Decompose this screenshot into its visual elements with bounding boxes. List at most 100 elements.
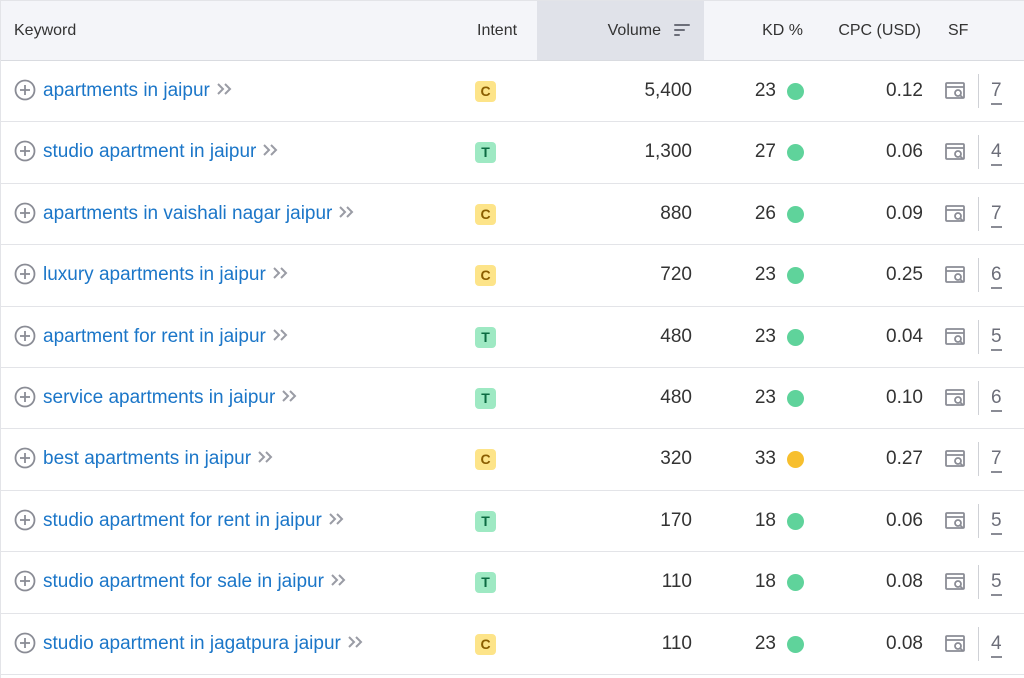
add-to-list-icon[interactable] (14, 202, 36, 224)
serp-features-icon[interactable] (945, 142, 967, 162)
keyword-text[interactable]: apartments in jaipur (43, 80, 210, 101)
table-row: studio apartment for rent in jaipur T 170 1… (1, 491, 1024, 553)
column-divider (978, 135, 979, 170)
keyword-text[interactable]: apartments in vaishali nagar jaipur (43, 202, 333, 224)
keyword-text[interactable]: studio apartment for rent in jaipur (43, 509, 322, 531)
column-header-sf[interactable]: SF (948, 22, 969, 39)
cpc-value: 0.12 (886, 80, 923, 101)
serp-features-count-text[interactable]: 5 (991, 325, 1002, 351)
table-body: apartments in jaipur C 5,400 23 0.12 7 studio … (1, 61, 1024, 675)
add-to-list-icon[interactable] (14, 79, 36, 101)
serp-features-count-text[interactable]: 7 (991, 448, 1002, 474)
table-row: studio apartment in jagatpura jaipur C 110… (1, 614, 1024, 675)
serp-features-count[interactable]: 5 (991, 307, 1002, 367)
keyword-text[interactable]: studio apartment in jagatpura jaipur (43, 632, 341, 654)
serp-features-icon[interactable] (945, 449, 967, 469)
serp-features-icon[interactable] (945, 327, 967, 347)
column-header-cpc[interactable]: CPC (USD) (838, 22, 921, 39)
double-chevron-right-icon[interactable] (281, 389, 299, 403)
column-header-volume[interactable]: Volume (607, 22, 661, 39)
double-chevron-right-icon[interactable] (272, 328, 290, 342)
keyword-link[interactable]: studio apartment in jaipur (43, 122, 280, 182)
column-header-keyword[interactable]: Keyword (14, 22, 77, 39)
kd-value: 23 (754, 325, 776, 347)
keyword-link[interactable]: best apartments in jaipur (43, 429, 275, 489)
add-to-list-icon[interactable] (14, 325, 36, 347)
serp-features-count-text[interactable]: 4 (991, 632, 1002, 658)
double-chevron-right-icon[interactable] (328, 512, 346, 526)
column-header-kd[interactable]: KD % (762, 22, 803, 39)
keyword-link[interactable]: apartments in jaipur (43, 61, 234, 121)
keyword-link[interactable]: apartments in vaishali nagar jaipur (43, 184, 356, 244)
serp-features-icon[interactable] (945, 572, 967, 592)
double-chevron-right-icon[interactable] (216, 82, 234, 96)
volume-value: 170 (660, 509, 692, 531)
keyword-link[interactable]: luxury apartments in jaipur (43, 245, 290, 305)
keyword-text[interactable]: best apartments in jaipur (43, 448, 252, 470)
serp-features-icon[interactable] (945, 204, 967, 224)
keyword-text[interactable]: studio apartment in jaipur (43, 141, 257, 163)
kd-difficulty-dot (787, 512, 804, 530)
table-row: apartments in jaipur C 5,400 23 0.12 7 (1, 61, 1024, 123)
cpc-value: 0.25 (886, 264, 923, 286)
keyword-link[interactable]: studio apartment for sale in jaipur (43, 552, 348, 612)
kd-difficulty-dot (787, 574, 804, 592)
serp-features-count[interactable]: 6 (991, 368, 1002, 428)
keyword-text[interactable]: service apartments in jaipur (43, 386, 276, 408)
serp-features-count[interactable]: 5 (991, 552, 1002, 612)
double-chevron-right-icon[interactable] (272, 266, 290, 280)
serp-features-count[interactable]: 4 (991, 614, 1002, 674)
serp-features-count[interactable]: 5 (991, 491, 1002, 551)
serp-features-count[interactable]: 7 (991, 429, 1002, 489)
intent-badge: T (475, 142, 496, 164)
keyword-link[interactable]: service apartments in jaipur (43, 368, 299, 428)
double-chevron-right-icon[interactable] (330, 573, 348, 587)
keyword-link[interactable]: studio apartment for rent in jaipur (43, 491, 346, 551)
serp-features-count-text[interactable]: 6 (991, 264, 1002, 290)
add-to-list-icon[interactable] (14, 632, 36, 654)
keyword-text[interactable]: apartment for rent in jaipur (43, 325, 266, 347)
double-chevron-right-icon[interactable] (347, 635, 365, 649)
double-chevron-right-icon[interactable] (257, 450, 275, 464)
serp-features-icon[interactable] (945, 265, 967, 285)
kd-difficulty-dot (787, 144, 804, 162)
keyword-link[interactable]: studio apartment in jagatpura jaipur (43, 614, 365, 674)
serp-features-count-text[interactable]: 5 (991, 509, 1002, 535)
kd-value: 23 (754, 386, 776, 408)
double-chevron-right-icon[interactable] (338, 205, 356, 219)
serp-features-icon[interactable] (945, 81, 967, 101)
table-row: best apartments in jaipur C 320 33 0.27 7 (1, 429, 1024, 491)
sort-descending-icon[interactable] (674, 23, 690, 37)
add-to-list-icon[interactable] (14, 509, 36, 531)
serp-features-icon[interactable] (945, 511, 967, 531)
add-to-list-icon[interactable] (14, 386, 36, 408)
serp-features-icon[interactable] (945, 634, 967, 654)
volume-value: 5,400 (644, 80, 692, 101)
serp-features-count-text[interactable]: 7 (991, 80, 1002, 105)
add-to-list-icon[interactable] (14, 140, 36, 162)
column-divider (978, 380, 979, 415)
column-header-volume-cell[interactable]: Volume (537, 1, 704, 60)
intent-badge: C (475, 449, 496, 471)
add-to-list-icon[interactable] (14, 263, 36, 285)
serp-features-count[interactable]: 6 (991, 245, 1002, 305)
column-header-intent[interactable]: Intent (477, 22, 518, 39)
keyword-link[interactable]: apartment for rent in jaipur (43, 307, 290, 367)
intent-badge: T (475, 572, 496, 594)
double-chevron-right-icon[interactable] (262, 143, 280, 157)
kd-value: 23 (754, 264, 776, 286)
add-to-list-icon[interactable] (14, 447, 36, 469)
keyword-text[interactable]: luxury apartments in jaipur (43, 264, 266, 286)
volume-value: 480 (660, 386, 692, 408)
serp-features-count-text[interactable]: 6 (991, 386, 1002, 412)
serp-features-count-text[interactable]: 4 (991, 141, 1002, 167)
keyword-text[interactable]: studio apartment for sale in jaipur (43, 571, 324, 593)
serp-features-count-text[interactable]: 5 (991, 571, 1002, 597)
serp-features-count-text[interactable]: 7 (991, 202, 1002, 228)
add-to-list-icon[interactable] (14, 570, 36, 592)
serp-features-count[interactable]: 4 (991, 122, 1002, 182)
serp-features-icon[interactable] (945, 388, 967, 408)
serp-features-count[interactable]: 7 (991, 184, 1002, 244)
serp-features-count[interactable]: 7 (991, 61, 1002, 121)
